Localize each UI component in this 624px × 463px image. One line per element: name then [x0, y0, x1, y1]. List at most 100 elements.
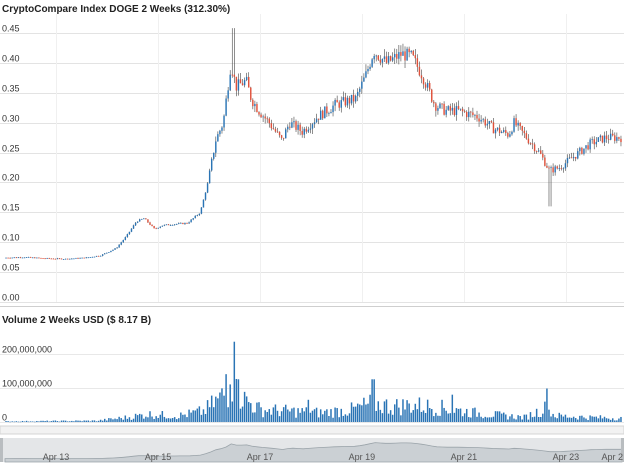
volume-bar: [276, 410, 279, 422]
candle-body: [577, 151, 579, 159]
volume-bar: [609, 419, 612, 422]
volume-bar: [66, 421, 69, 422]
candle-body: [319, 110, 322, 120]
volume-bar: [324, 410, 326, 422]
volume-bar: [361, 405, 363, 422]
volume-bar: [29, 421, 32, 422]
candle-body: [274, 129, 277, 132]
volume-bar: [591, 416, 593, 422]
volume-bar: [132, 418, 135, 422]
candle-body: [280, 135, 283, 138]
candle-body: [595, 141, 598, 145]
volume-bar: [574, 418, 577, 422]
volume-bar: [328, 415, 330, 422]
volume-bar: [194, 410, 196, 422]
volume-y-tick-labels: 0 100,000,000 200,000,000: [2, 345, 52, 423]
volume-bar: [393, 404, 396, 422]
candle-body: [5, 257, 7, 259]
candle-body: [352, 94, 355, 102]
candle-body: [163, 224, 166, 226]
volume-bar: [379, 409, 382, 422]
volume-bar: [319, 409, 322, 422]
candle-body: [219, 130, 221, 135]
volume-bar: [81, 421, 83, 422]
volume-bar: [173, 417, 176, 422]
candle-body: [241, 83, 244, 86]
candle-body: [568, 157, 571, 159]
volume-bar: [252, 412, 254, 422]
volume-bar: [581, 415, 583, 422]
volume-bar: [130, 419, 133, 422]
candle-body: [208, 170, 211, 184]
candle-body: [75, 257, 77, 259]
volume-bar: [313, 409, 316, 422]
volume-bar: [153, 418, 155, 422]
price-y-tick-labels: 0.00 0.05 0.10 0.15 0.20 0.25 0.30 0.35 0.40 0.45: [2, 24, 20, 303]
candle-body: [11, 257, 13, 259]
navigator-x-tick-labels: Apr 13 Apr 15 Apr 17 Apr 19 Apr 21 Apr 23 Apr …: [43, 452, 623, 462]
candle-body: [406, 48, 408, 61]
candle-body: [317, 118, 320, 120]
candle-body: [620, 138, 622, 143]
volume-bar: [305, 407, 308, 422]
volume-bar: [453, 412, 456, 422]
candle-body: [272, 128, 275, 130]
price-candles: [5, 28, 622, 260]
candle-body: [256, 103, 258, 113]
candle-body: [324, 106, 326, 119]
candle-body: [433, 101, 435, 104]
candle-body: [377, 55, 380, 60]
candle-body: [134, 222, 137, 226]
navigator-right-handle[interactable]: [621, 438, 624, 462]
volume-bar: [215, 396, 217, 422]
volume-bar: [87, 420, 90, 422]
volume-bar: [398, 407, 400, 422]
navigator-left-handle[interactable]: [0, 438, 3, 462]
candle-body: [546, 165, 548, 168]
candle-body: [122, 239, 124, 243]
candle-body: [478, 118, 480, 122]
volume-bar: [91, 420, 94, 422]
volume-bar: [268, 409, 271, 422]
candle-body: [428, 82, 431, 90]
volume-bar: [383, 401, 386, 422]
candle-body: [527, 138, 530, 144]
volume-chart-title: Volume 2 Weeks USD ($ 8.17 B): [2, 315, 151, 326]
volume-bar: [202, 409, 205, 422]
volume-bar: [601, 418, 604, 422]
candle-body: [262, 116, 264, 118]
volume-bar: [332, 417, 334, 422]
candle-body: [138, 219, 141, 222]
candle-body: [603, 135, 606, 143]
candle-body: [472, 112, 474, 116]
volume-bar: [431, 409, 433, 422]
navigator-top-track[interactable]: [0, 425, 624, 435]
volume-bar: [595, 416, 598, 422]
volume-bar: [533, 416, 536, 422]
volume-bar: [597, 418, 600, 422]
candle-body: [182, 222, 184, 225]
candle-body: [167, 224, 170, 226]
volume-bar: [101, 420, 104, 422]
volume-bar: [141, 414, 143, 422]
volume-bar: [414, 403, 417, 422]
price-y-tick: 0.15: [2, 203, 20, 213]
volume-bar: [465, 408, 468, 422]
volume-bar: [23, 421, 26, 422]
volume-bar: [48, 421, 50, 423]
volume-bar: [556, 418, 558, 422]
candle-body: [287, 126, 289, 130]
price-y-tick: 0.30: [2, 114, 20, 124]
volume-bar: [219, 392, 221, 422]
candle-body: [289, 126, 291, 128]
volume-bar: [303, 411, 305, 422]
candle-body: [128, 231, 131, 235]
candle-body: [301, 130, 303, 135]
candle-body: [145, 218, 147, 220]
volume-bar: [266, 411, 268, 422]
candle-body: [418, 66, 421, 76]
volume-bar: [620, 416, 622, 422]
navigator-x-tick: Apr 21: [451, 452, 478, 462]
candle-body: [278, 131, 281, 136]
